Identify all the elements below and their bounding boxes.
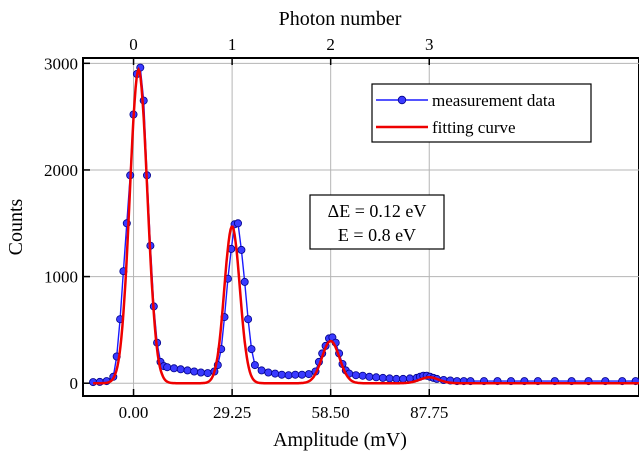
measurement-point xyxy=(392,374,401,383)
measurement-point xyxy=(257,366,266,375)
measurement-point xyxy=(284,371,293,380)
y-tick-label: 0 xyxy=(70,374,79,393)
y-tick-label: 3000 xyxy=(44,54,78,73)
legend: measurement data fitting curve xyxy=(371,83,592,143)
measurement-point xyxy=(244,315,253,324)
top-axis-title: Photon number xyxy=(279,8,402,30)
measurement-point xyxy=(169,364,178,373)
plot-area xyxy=(89,63,639,387)
measurement-point xyxy=(163,363,172,372)
measurement-point xyxy=(233,219,242,228)
measurement-point xyxy=(237,245,246,254)
top-tick-label: 3 xyxy=(425,35,434,54)
top-tick-label: 2 xyxy=(326,35,335,54)
legend-measurement-marker xyxy=(397,95,407,105)
annotation-box xyxy=(309,194,445,250)
y-axis-title: Counts xyxy=(5,198,27,255)
measurement-point xyxy=(378,373,387,382)
measurement-point xyxy=(304,370,313,379)
measurement-point xyxy=(385,374,394,383)
top-tick-label: 0 xyxy=(129,35,138,54)
measurement-point xyxy=(176,365,185,374)
annotation: ΔE = 0.12 eV E = 0.8 eV xyxy=(309,194,445,250)
fitting-curve-line xyxy=(93,66,639,385)
measurement-point xyxy=(271,369,280,378)
annotation-line-1: ΔE = 0.12 eV xyxy=(328,201,427,221)
measurement-point xyxy=(190,367,199,376)
measurement-point xyxy=(399,374,408,383)
top-tick-label: 1 xyxy=(228,35,237,54)
axis-ticks: 0.00 29.25 58.50 87.75 0 1 2 3 0 1000 2000 3000 xyxy=(44,35,448,422)
legend-box xyxy=(371,83,592,143)
legend-measurement-label: measurement data xyxy=(432,91,556,110)
measurement-point xyxy=(183,366,192,375)
y-tick-label: 2000 xyxy=(44,161,78,180)
measurement-point xyxy=(372,373,381,382)
measurement-point xyxy=(203,369,212,378)
annotation-line-2: E = 0.8 eV xyxy=(338,225,416,245)
measurement-point xyxy=(250,361,259,370)
measurement-point xyxy=(240,277,249,286)
measurement-point xyxy=(351,371,360,380)
measurement-point xyxy=(365,372,374,381)
measurement-point xyxy=(297,370,306,379)
measurement-point xyxy=(264,368,273,377)
x-tick-label: 58.50 xyxy=(312,403,350,422)
measurement-point xyxy=(247,345,256,354)
measurement-point xyxy=(277,370,286,379)
measurement-point xyxy=(196,368,205,377)
x-tick-label: 29.25 xyxy=(213,403,251,422)
measurement-point xyxy=(291,370,300,379)
x-axis-title: Amplitude (mV) xyxy=(273,429,407,451)
plot-frame xyxy=(82,57,639,397)
y-tick-label: 1000 xyxy=(44,268,78,287)
x-tick-label: 0.00 xyxy=(119,403,149,422)
measurement-point xyxy=(358,371,367,380)
x-tick-label: 87.75 xyxy=(410,403,448,422)
legend-fitting-label: fitting curve xyxy=(432,118,516,137)
